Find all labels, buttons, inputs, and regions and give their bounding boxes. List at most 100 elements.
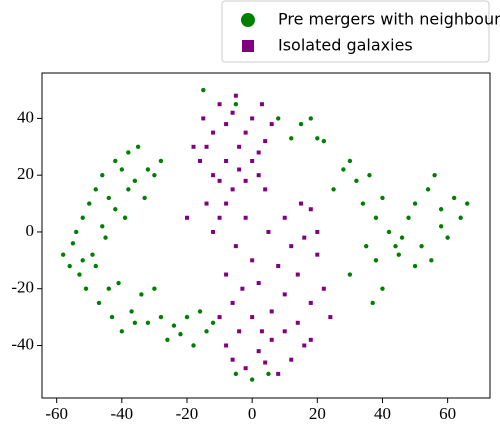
point [106,195,111,201]
point [224,272,229,277]
point [113,158,118,164]
point [250,315,255,320]
point [263,139,268,144]
point [282,329,287,334]
point [302,235,307,240]
point [276,371,281,376]
point [106,286,111,291]
y-tick-label: 0 [26,221,35,240]
point [373,258,379,263]
point [230,357,235,362]
point [331,187,336,192]
point [266,229,271,234]
point [289,357,294,362]
point [425,187,431,192]
point [224,158,229,163]
point [198,158,203,163]
point [93,187,98,192]
x-tick-label: -60 [45,404,68,423]
point [204,329,209,334]
point [308,207,313,212]
point [438,207,444,212]
point [243,215,248,220]
point [360,201,366,206]
legend-box [221,0,490,63]
point [237,167,242,172]
point [145,320,151,325]
point [308,337,313,342]
point [438,224,444,229]
point [129,309,134,314]
point [299,201,304,206]
point [256,281,261,286]
point [90,252,95,257]
point [315,229,320,234]
point [321,286,326,291]
y-tick-label: 20 [17,164,34,183]
point [60,252,66,257]
point [464,201,470,206]
point [158,314,164,320]
point [116,280,121,286]
point [243,130,248,135]
point [298,121,304,127]
point [211,229,216,234]
x-tick-label: 20 [309,404,326,423]
point [363,243,369,249]
point [80,215,85,220]
point [152,172,157,178]
x-tick-label: -40 [110,404,133,423]
point [184,215,189,220]
x-tick-label: 60 [439,404,456,423]
point [315,252,320,257]
point [250,116,255,121]
point [276,264,281,269]
legend-label: Isolated galaxies [278,36,413,55]
point [250,258,255,263]
point [432,172,437,178]
point [204,144,209,149]
point [217,178,222,183]
point [126,150,131,155]
point [412,201,418,206]
point [217,315,222,320]
point [96,300,102,306]
point [341,167,346,172]
point [250,158,255,163]
point [93,263,98,269]
point [451,195,457,201]
point [204,201,209,206]
point [302,343,307,348]
point [152,286,157,291]
point [380,195,385,201]
point [126,187,131,192]
point [396,252,401,257]
point [370,300,375,306]
point [178,331,183,337]
point [132,320,138,325]
point [295,320,300,325]
point [211,173,216,178]
legend-label: Pre mergers with neighbours [278,10,500,29]
point [276,116,281,121]
point [295,272,300,277]
point [77,272,82,277]
point [201,87,206,93]
point [233,244,238,249]
point [308,116,313,121]
point [240,286,245,291]
point [282,292,287,297]
point [109,314,115,320]
point [119,167,125,172]
point [230,110,235,115]
point [87,201,92,206]
point [217,102,222,107]
point [100,172,105,178]
point [197,309,203,314]
point [224,122,229,127]
point [70,241,76,246]
point [256,349,261,354]
point [171,323,177,328]
point [243,366,248,371]
